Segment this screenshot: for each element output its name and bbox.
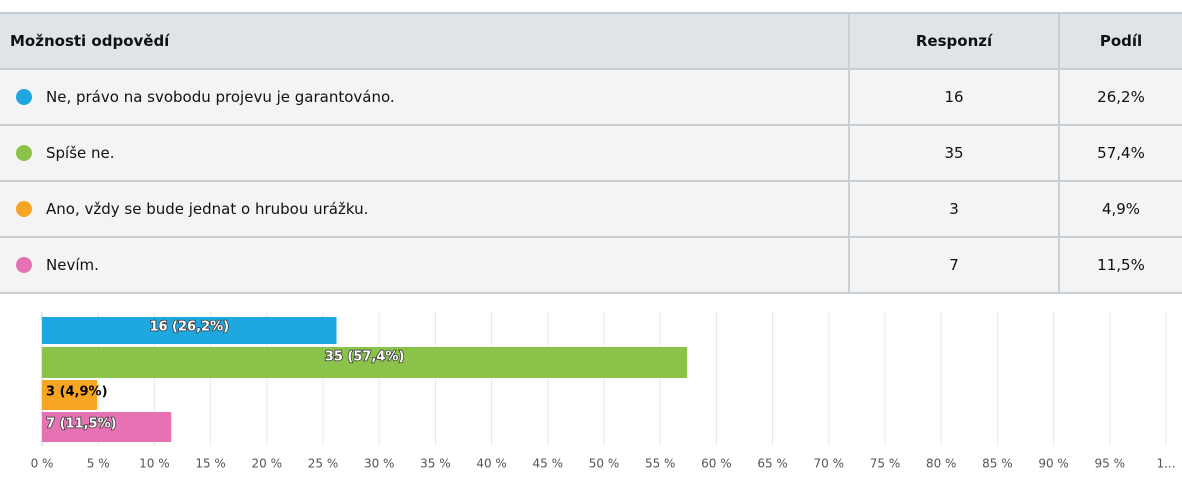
- cell-text: 11,5%: [1097, 256, 1145, 274]
- header-cell: Responzí: [850, 14, 1060, 68]
- x-tick-label: 75 %: [870, 457, 901, 471]
- x-tick-label: 65 %: [757, 457, 788, 471]
- x-tick-label: 80 %: [926, 457, 957, 471]
- x-tick-label: 0 %: [31, 457, 54, 471]
- cell-text: 26,2%: [1097, 88, 1145, 106]
- x-tick-label: 10 %: [139, 457, 170, 471]
- cell-text: Ano, vždy se bude jednat o hrubou urážku…: [46, 200, 369, 218]
- table-cell: Ne, právo na svobodu projevu je garantov…: [0, 70, 850, 124]
- x-tick-label: 85 %: [982, 457, 1013, 471]
- cell-text: Spíše ne.: [46, 144, 115, 162]
- table-row: Ano, vždy se bude jednat o hrubou urážku…: [0, 182, 1182, 238]
- cell-text: 4,9%: [1101, 200, 1141, 218]
- x-tick-label: 55 %: [645, 457, 676, 471]
- x-tick-label: 70 %: [814, 457, 845, 471]
- cell-text: 35: [944, 144, 964, 162]
- cell-text: 7: [949, 256, 959, 274]
- header-cell: Možnosti odpovědí: [0, 14, 850, 68]
- bar: [42, 380, 98, 410]
- table-row: Spíše ne. 35 57,4%: [0, 126, 1182, 182]
- x-tick-label: 25 %: [308, 457, 339, 471]
- cell-text: 3: [949, 200, 959, 218]
- x-tick-label: 35 %: [420, 457, 451, 471]
- table-cell: 16: [850, 70, 1060, 124]
- x-tick-label: 95 %: [1095, 457, 1126, 471]
- cell-text: 16: [944, 88, 964, 106]
- table-cell: Spíše ne.: [0, 126, 850, 180]
- legend-dot: [16, 257, 32, 273]
- x-tick-label: 30 %: [364, 457, 395, 471]
- table-cell: 35: [850, 126, 1060, 180]
- results-table: Možnosti odpovědí Responzí Podíl Ne, právo …: [0, 12, 1182, 294]
- x-tick-label: 45 %: [533, 457, 564, 471]
- value-label: 7 (11,5%): [46, 417, 117, 432]
- value-label: 3 (4,9%): [46, 385, 108, 400]
- table-cell: 7: [850, 238, 1060, 292]
- legend-dot: [16, 201, 32, 217]
- value-label: 35 (57,4%): [325, 350, 405, 365]
- table-row: Nevím. 7 11,5%: [0, 238, 1182, 294]
- table-cell: 4,9%: [1060, 182, 1182, 236]
- cell-text: Nevím.: [46, 256, 99, 274]
- table-cell: 57,4%: [1060, 126, 1182, 180]
- x-tick-label: 60 %: [701, 457, 732, 471]
- table-cell: 3: [850, 182, 1060, 236]
- table-cell: 11,5%: [1060, 238, 1182, 292]
- bar: [42, 412, 172, 442]
- x-tick-label: 1...: [1156, 457, 1175, 471]
- x-tick-label: 5 %: [87, 457, 110, 471]
- bar: [42, 317, 337, 344]
- legend-dot: [16, 89, 32, 105]
- table-cell: Ano, vždy se bude jednat o hrubou urážku…: [0, 182, 850, 236]
- x-tick-label: 90 %: [1038, 457, 1069, 471]
- cell-text: Ne, právo na svobodu projevu je garantov…: [46, 88, 395, 106]
- value-label: 16 (26,2%): [149, 320, 229, 335]
- table-cell: Nevím.: [0, 238, 850, 292]
- header-cell: Podíl: [1099, 32, 1143, 50]
- x-tick-label: 50 %: [589, 457, 620, 471]
- bar: [42, 347, 688, 378]
- table-cell: 26,2%: [1060, 70, 1182, 124]
- cell-text: 57,4%: [1097, 144, 1145, 162]
- legend-dot: [16, 145, 32, 161]
- x-tick-label: 20 %: [252, 457, 283, 471]
- header-row: Možnosti odpovědí Responzí Podíl: [0, 14, 1182, 70]
- x-tick-label: 40 %: [476, 457, 507, 471]
- x-tick-label: 15 %: [195, 457, 226, 471]
- table-row: Ne, právo na svobodu projevu je garantov…: [0, 70, 1182, 126]
